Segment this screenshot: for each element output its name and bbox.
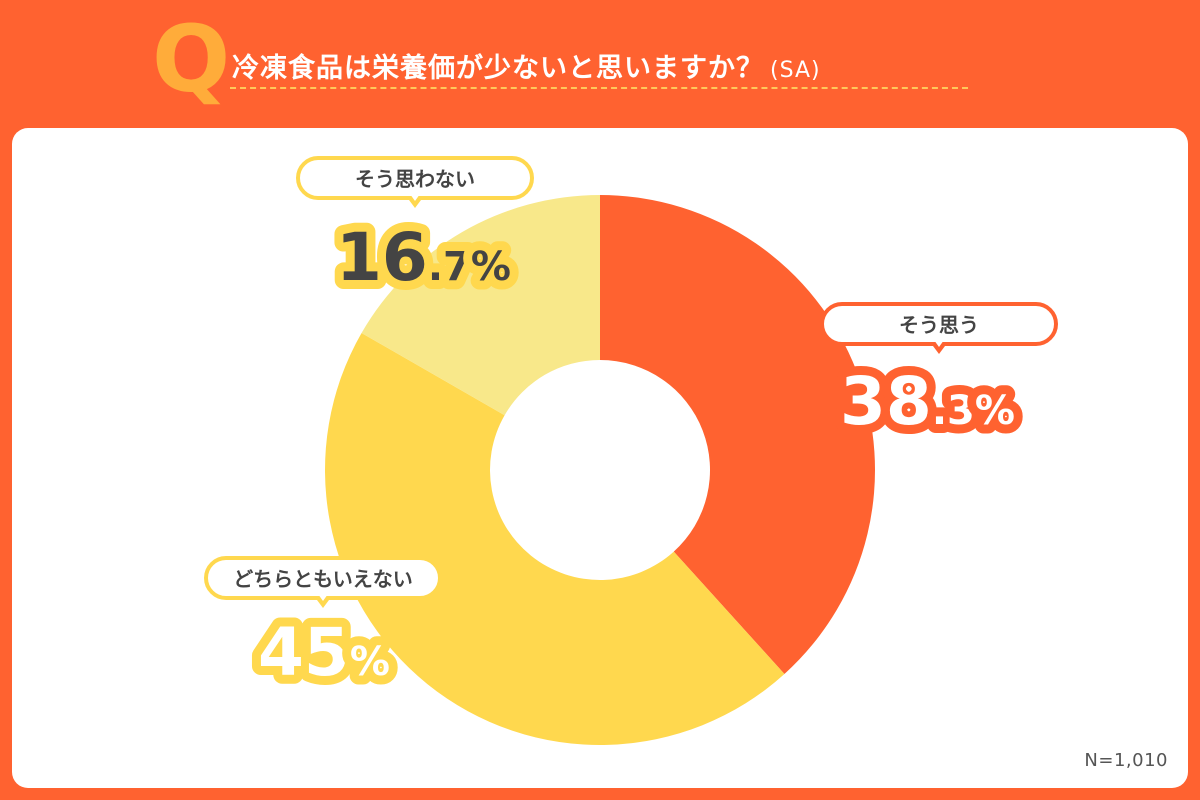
sample-size-label: N=1,010: [1084, 750, 1168, 771]
slice-label: どちらともいえない: [233, 567, 413, 591]
slice-value: 16.7%: [336, 219, 511, 296]
donut-slice: [600, 195, 875, 674]
slice-value-int: 38: [840, 363, 932, 440]
slice-value-decimal: .7: [428, 244, 471, 290]
slice-value-int: 45: [258, 614, 350, 691]
slice-value-percent: %: [350, 639, 390, 685]
callout-pointer-inner: [934, 340, 944, 347]
q-letter: Q: [152, 6, 231, 113]
question-title: 冷凍食品は栄養価が少ないと思いますか？ (SA): [232, 46, 821, 85]
question-text: 冷凍食品は栄養価が少ないと思いますか？: [232, 53, 764, 84]
slice-callout: そう思わない 16.7%: [296, 156, 534, 305]
slice-value: 38.3%: [840, 363, 1015, 440]
callout-pointer: [314, 596, 332, 608]
slice-value-decimal: .3: [932, 388, 975, 434]
slice-value: 45%: [258, 614, 390, 691]
donut-slice: [361, 195, 600, 416]
slice-value-percent: %: [975, 388, 1015, 434]
question-type-tag: (SA): [770, 58, 821, 83]
callout-pointer-inner: [318, 594, 328, 601]
question-underline: [230, 87, 968, 89]
slice-value-int: 16: [336, 219, 428, 296]
callout-pointer: [930, 342, 948, 354]
slice-label: そう思わない: [355, 167, 475, 191]
slice-label: そう思う: [899, 313, 979, 337]
callout-pointer: [406, 196, 424, 208]
slice-value-percent: %: [471, 244, 511, 290]
slice-callout: そう思う 38.3%: [820, 302, 1058, 449]
callout-pointer-inner: [410, 194, 420, 201]
slice-callout: どちらともいえない 45%: [204, 556, 442, 700]
donut-slice: [324, 332, 785, 746]
